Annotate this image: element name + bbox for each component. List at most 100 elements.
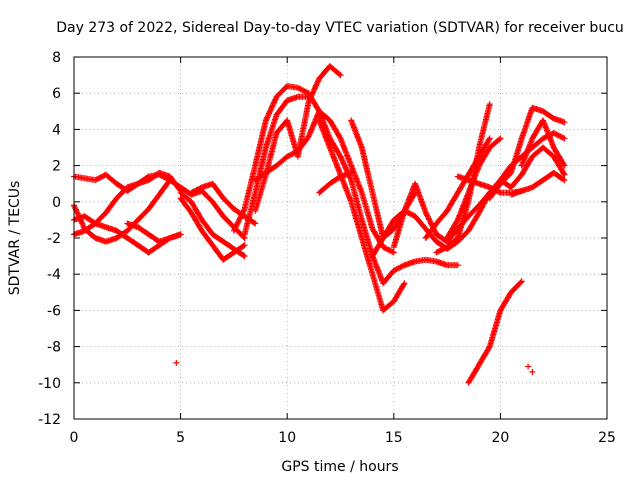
y-tick-label: -8 xyxy=(47,340,61,356)
data-point xyxy=(412,213,428,231)
data-point xyxy=(369,189,386,240)
data-point xyxy=(508,279,524,296)
data-point xyxy=(316,64,332,82)
data-point xyxy=(220,250,236,263)
data-point xyxy=(508,172,524,191)
data-point xyxy=(230,207,247,234)
data-point xyxy=(518,278,525,285)
x-tick-label: 0 xyxy=(70,430,79,446)
data-point xyxy=(508,136,525,176)
data-point xyxy=(497,135,504,142)
data-point xyxy=(337,135,354,168)
x-tick-label: 15 xyxy=(385,430,403,446)
data-point xyxy=(209,198,226,219)
data-point xyxy=(390,281,407,305)
data-point xyxy=(390,209,407,251)
data-point xyxy=(166,177,173,184)
data-point xyxy=(262,95,279,124)
data-point xyxy=(188,185,204,196)
data-point xyxy=(380,268,396,287)
series-arc-26 xyxy=(508,169,568,198)
data-point xyxy=(173,359,180,366)
data-point xyxy=(198,216,215,237)
data-point xyxy=(390,249,397,256)
data-point xyxy=(273,118,290,136)
data-point xyxy=(145,192,162,212)
y-tick-label: 6 xyxy=(52,86,61,102)
y-tick-label: -10 xyxy=(38,376,61,392)
series-arc-5 xyxy=(124,220,184,245)
data-point xyxy=(529,177,545,191)
series-arc-6 xyxy=(177,189,248,260)
tick-labels: 0 5 10 15 20 25 -12 -10 -8 -6 -4 -2 0 2 4 6 8 xyxy=(38,50,616,446)
data-point xyxy=(294,134,311,155)
data-point xyxy=(518,136,535,169)
data-point xyxy=(540,108,556,121)
data-point xyxy=(316,181,332,196)
data-point xyxy=(316,117,333,150)
data-point xyxy=(252,173,269,214)
data-point xyxy=(369,236,386,260)
data-point xyxy=(316,108,333,140)
data-point xyxy=(241,191,258,238)
data-point xyxy=(380,244,396,255)
series-arc-13 xyxy=(305,90,461,287)
data-point xyxy=(476,102,493,151)
series-arc-4 xyxy=(71,177,173,245)
data-point xyxy=(348,169,355,176)
data-point xyxy=(326,63,343,78)
data-point xyxy=(262,163,279,176)
data-point xyxy=(103,171,119,186)
data-point xyxy=(444,191,460,214)
y-axis-label: SDTVAR / TECUs xyxy=(7,181,23,296)
data-point xyxy=(273,98,290,118)
data-point xyxy=(81,213,98,226)
data-point xyxy=(540,144,556,159)
series-arc-19 xyxy=(422,135,493,241)
data-point xyxy=(529,368,536,375)
data-point xyxy=(401,182,418,214)
data-point xyxy=(422,221,439,241)
data-point xyxy=(305,90,322,113)
data-point xyxy=(326,174,343,187)
data-point xyxy=(198,227,215,247)
data-point xyxy=(209,242,226,262)
data-point xyxy=(188,198,205,222)
data-point xyxy=(337,72,344,79)
data-point xyxy=(561,135,568,142)
data-point xyxy=(476,145,492,169)
data-point xyxy=(113,228,130,241)
data-point xyxy=(209,180,226,200)
data-point xyxy=(529,136,545,151)
y-tick-label: 4 xyxy=(52,122,61,138)
data-point xyxy=(113,185,130,202)
series-arc-2 xyxy=(71,169,184,238)
data-point xyxy=(486,135,493,142)
data-point xyxy=(561,171,568,178)
data-point xyxy=(518,154,535,178)
x-tick-label: 5 xyxy=(176,430,185,446)
data-markers xyxy=(71,63,568,386)
data-point xyxy=(454,191,471,223)
data-point xyxy=(103,196,119,216)
series-arc-24 xyxy=(486,104,568,202)
x-tick-label: 10 xyxy=(278,430,296,446)
data-point xyxy=(252,220,259,227)
data-point xyxy=(220,213,236,230)
data-point xyxy=(358,189,375,231)
data-point xyxy=(135,224,151,237)
data-point xyxy=(454,200,471,241)
data-point xyxy=(348,117,365,150)
data-point xyxy=(81,225,98,240)
series-arc-25 xyxy=(497,144,568,191)
data-point xyxy=(230,243,247,256)
x-tick-label: 25 xyxy=(598,430,616,446)
chart-title: Day 273 of 2022, Sidereal Day-to-day VTE… xyxy=(56,20,624,36)
data-point xyxy=(198,187,215,204)
data-point xyxy=(561,119,568,126)
series-arc-15 xyxy=(316,169,355,196)
data-point xyxy=(358,144,376,195)
data-point xyxy=(124,235,140,248)
